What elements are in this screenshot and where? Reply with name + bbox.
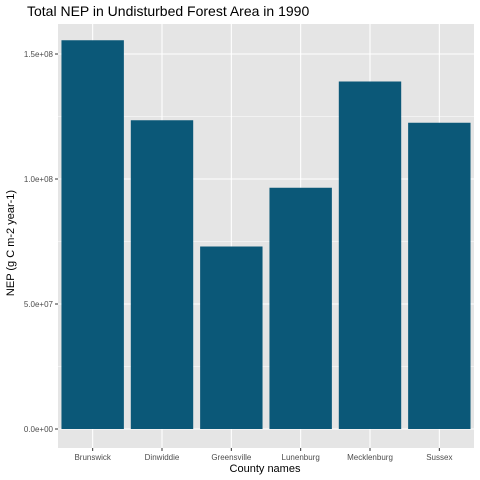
y-axis-title: NEP (g C m-2 year-1) [5, 190, 17, 296]
bar [200, 246, 263, 429]
y-tick-label: 0.0e+00 [24, 425, 54, 434]
x-axis-title: County names [230, 463, 301, 475]
bar [408, 122, 471, 429]
panel-background [58, 24, 474, 448]
x-tick-label: Dinwiddie [145, 453, 180, 462]
bar [61, 40, 124, 429]
bar [130, 120, 194, 429]
x-tick-label: Greensville [211, 453, 252, 462]
y-tick-label: 1.0e+08 [24, 175, 54, 184]
x-tick-label: Lunenburg [282, 453, 320, 462]
y-tick-label: 1.5e+08 [24, 50, 54, 59]
chart-title: Total NEP in Undisturbed Forest Area in … [27, 3, 309, 19]
bars [61, 40, 471, 429]
y-tick-label: 5.0e+07 [24, 300, 54, 309]
plot-panel [58, 24, 474, 448]
bar [269, 187, 332, 429]
x-tick-label: Mecklenburg [347, 453, 393, 462]
x-tick-label: Brunswick [74, 453, 111, 462]
bar [338, 81, 402, 429]
x-tick-label: Sussex [426, 453, 452, 462]
axis-ticks: 0.0e+00 5.0e+07 1.0e+08 1.5e+08 Brunswick Din… [24, 50, 453, 462]
